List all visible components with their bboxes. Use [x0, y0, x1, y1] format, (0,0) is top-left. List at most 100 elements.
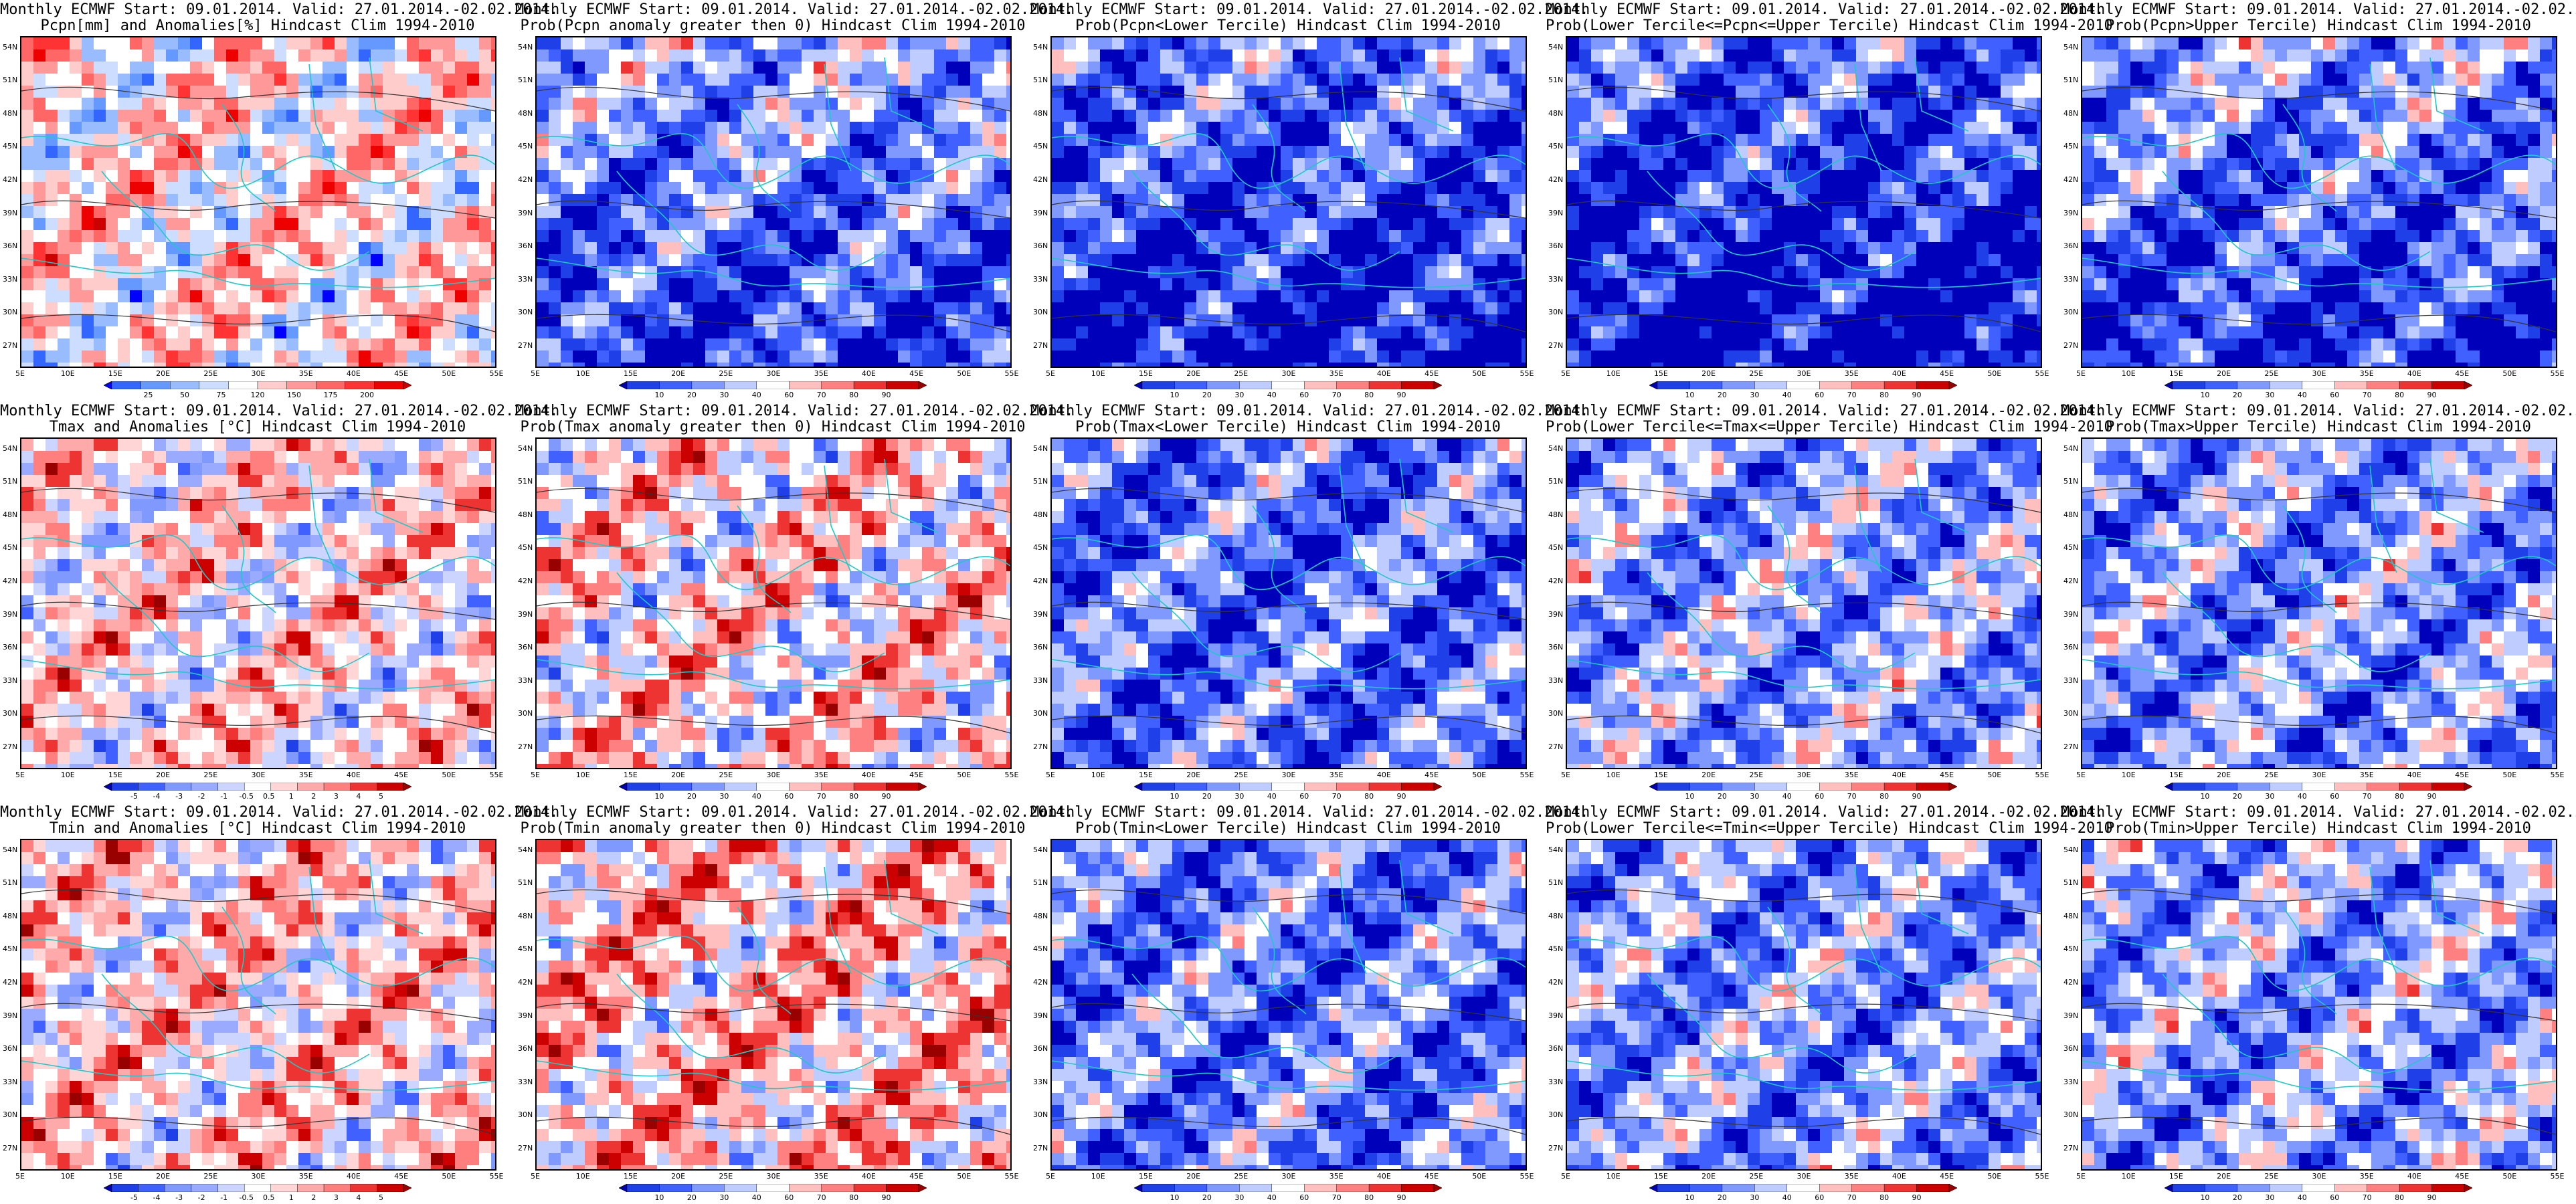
- colorbar-label: 80: [1879, 792, 1890, 801]
- colorbar-label: 20: [686, 1193, 697, 1202]
- lat-tick-label: 39N: [518, 609, 533, 619]
- lat-tick-label: 36N: [1033, 1044, 1048, 1054]
- colorbar-segment: [1206, 1184, 1240, 1192]
- lon-tick-label: 35E: [814, 771, 828, 779]
- colorbar-label: 70: [816, 792, 826, 801]
- lon-tick-label: 30E: [2312, 771, 2326, 779]
- lon-tick-label: 30E: [1281, 771, 1296, 779]
- colorbar-segment: [2367, 783, 2400, 791]
- lon-tick-label: 10E: [60, 369, 75, 378]
- lat-tick-label: 54N: [2063, 845, 2079, 854]
- lon-tick-label: 20E: [1186, 771, 1201, 779]
- lat-tick-label: 45N: [1548, 944, 1564, 954]
- lon-tick-label: 45E: [909, 1172, 924, 1181]
- colorbar-label: 30: [1750, 391, 1760, 399]
- lat-tick-label: 54N: [1548, 42, 1564, 52]
- colorbar-label: 30: [719, 1193, 729, 1202]
- lat-tick-label: 45N: [1033, 944, 1048, 954]
- lon-tick-label: 35E: [2359, 771, 2374, 779]
- colorbar-segment: [2334, 783, 2367, 791]
- colorbar-label: 70: [2362, 792, 2372, 801]
- contour-line: [1052, 715, 1526, 734]
- colorbar-label: 60: [2330, 1193, 2340, 1202]
- colorbar: [1649, 783, 1957, 791]
- lon-tick-label: 35E: [1844, 369, 1859, 378]
- panel-title-line1: Monthly ECMWF Start: 09.01.2014. Valid: …: [0, 804, 559, 821]
- coastline: [1052, 935, 1526, 992]
- colorbar-label: 30: [1234, 1193, 1245, 1202]
- lat-tick-label: 45N: [1548, 142, 1564, 151]
- colorbar-segment: [724, 783, 757, 791]
- lon-tick-label: 20E: [156, 1172, 171, 1181]
- map-field: [537, 37, 1010, 367]
- colorbar-label: 10: [1685, 792, 1695, 801]
- lat-tick-label: 33N: [1548, 1077, 1564, 1086]
- contour-line: [1567, 889, 2041, 914]
- contour-line: [21, 601, 495, 620]
- panel-title-line2: Prob(Tmin<Lower Tercile) Hindcast Clim 1…: [1075, 820, 1501, 837]
- lat-tick-label: 48N: [3, 108, 18, 118]
- coastline: [824, 860, 939, 975]
- lon-tick-label: 55E: [2035, 1172, 2049, 1181]
- lat-tick-label: 30N: [3, 709, 18, 718]
- lon-tick-label: 45E: [909, 771, 924, 779]
- lon-tick-label: 45E: [909, 369, 924, 378]
- contour-line: [1567, 488, 2041, 513]
- contour-line: [21, 1003, 495, 1021]
- colorbar-label: 10: [2200, 1193, 2210, 1202]
- colorbar-segment: [1819, 1184, 1852, 1192]
- lon-tick-label: 25E: [719, 369, 733, 378]
- lon-tick-label: 20E: [671, 771, 686, 779]
- colorbar-segment: [1754, 1184, 1787, 1192]
- colorbar-segment: [1883, 381, 1917, 389]
- colorbar-label: 70: [816, 1193, 826, 1202]
- colorbar-min-arrow: [1649, 1184, 1658, 1192]
- lat-tick-label: 42N: [518, 576, 533, 585]
- lat-tick-label: 33N: [1033, 676, 1048, 685]
- coastline: [1339, 458, 1454, 573]
- panel-title-line2: Tmin and Anomalies [°C] Hindcast Clim 19…: [49, 820, 466, 837]
- lat-tick-label: 42N: [1548, 175, 1564, 184]
- colorbar-label: 80: [2395, 792, 2405, 801]
- lon-tick-label: 10E: [575, 771, 590, 779]
- colorbar-segment: [323, 783, 351, 791]
- colorbar-label: 1: [288, 792, 294, 801]
- colorbar-segment: [2237, 1184, 2270, 1192]
- panel-title-line1: Monthly ECMWF Start: 09.01.2014. Valid: …: [1546, 403, 2104, 419]
- lat-tick-label: 33N: [1548, 676, 1564, 685]
- colorbar-min-arrow: [104, 1184, 112, 1192]
- contour-line: [2082, 715, 2556, 734]
- map-frame: [1566, 36, 2042, 368]
- lon-tick-label: 45E: [1940, 369, 1954, 378]
- colorbar-min-arrow: [1649, 381, 1658, 389]
- coastline: [2162, 171, 2431, 271]
- colorbar-label: 10: [1685, 1193, 1695, 1202]
- lat-tick-label: 39N: [518, 1011, 533, 1020]
- colorbar-segment: [886, 783, 919, 791]
- map-frame: [1050, 437, 1527, 769]
- colorbar-label: 10: [1170, 1193, 1180, 1202]
- lon-tick-label: 50E: [442, 771, 456, 779]
- lon-tick-label: 40E: [346, 1172, 361, 1181]
- colorbar-segment: [1141, 1184, 1175, 1192]
- lon-tick-label: 15E: [623, 1172, 638, 1181]
- lon-tick-label: 30E: [251, 771, 266, 779]
- lat-tick-label: 36N: [518, 241, 533, 251]
- lat-tick-label: 54N: [1033, 845, 1048, 854]
- coastline: [1131, 171, 1400, 271]
- lat-tick-label: 54N: [518, 42, 533, 52]
- lon-tick-label: 50E: [2502, 771, 2517, 779]
- colorbar-label: 200: [360, 391, 374, 399]
- colorbar-segment: [1368, 381, 1402, 389]
- colorbar-segment: [659, 1184, 693, 1192]
- colorbar-label: 4: [356, 792, 361, 801]
- colorbar-label: 30: [2265, 1193, 2275, 1202]
- lon-tick-label: 45E: [1940, 1172, 1954, 1181]
- map-field: [2082, 37, 2556, 367]
- colorbar-label: 70: [1847, 1193, 1857, 1202]
- lat-tick-label: 45N: [2063, 944, 2079, 954]
- lon-tick-label: 40E: [346, 771, 361, 779]
- map-field: [1567, 37, 2041, 367]
- lon-tick-label: 30E: [1797, 1172, 1811, 1181]
- map-frame: [20, 437, 496, 769]
